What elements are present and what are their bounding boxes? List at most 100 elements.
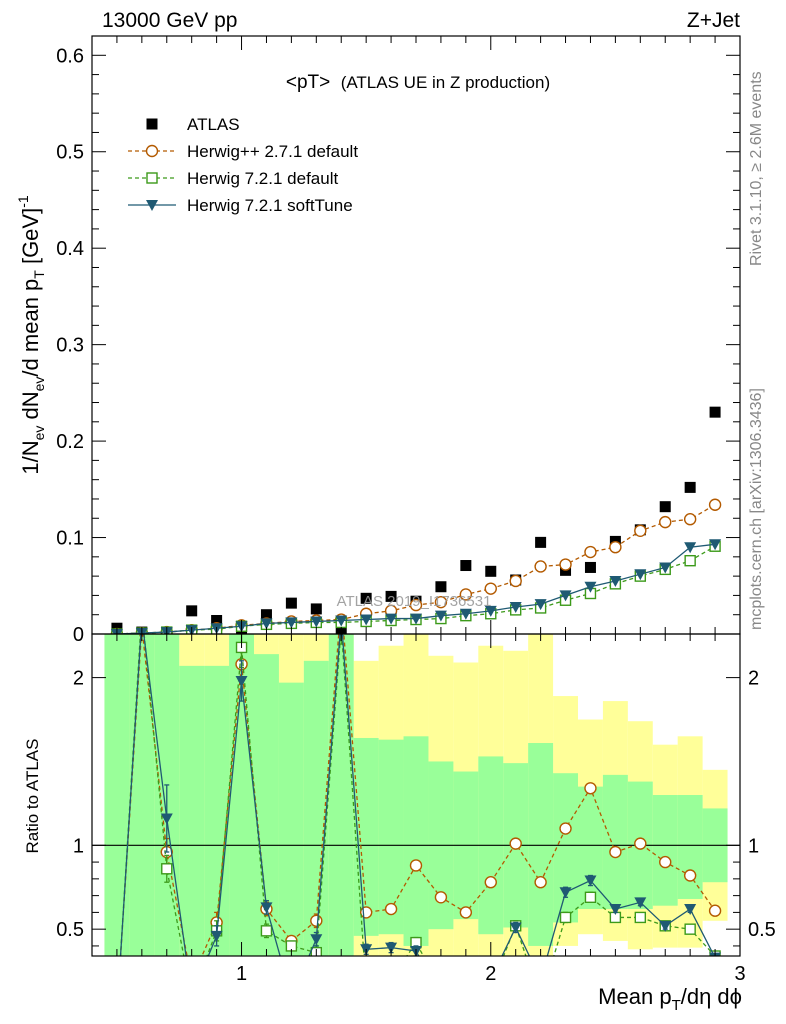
ratio-point — [683, 869, 697, 882]
ratio-point — [359, 906, 373, 919]
green-band-bin — [652, 795, 678, 906]
data-point — [609, 575, 622, 587]
ratio-point — [409, 859, 423, 872]
ratio-point — [708, 904, 722, 917]
green-band-bin — [303, 660, 329, 956]
ratio-point — [161, 863, 173, 875]
ratio-point — [459, 906, 473, 919]
ratio-point — [684, 923, 696, 935]
ratio-point — [260, 925, 273, 937]
main-y-axis-label: 1/Nev dNev/d mean pT [GeV]-1 — [15, 195, 47, 475]
x-tick-label: 2 — [485, 963, 496, 985]
data-point — [709, 539, 722, 551]
data-point — [260, 618, 273, 630]
data-point — [684, 542, 697, 554]
data-point — [559, 590, 572, 602]
ratio-point — [310, 934, 323, 946]
main-y-tick-label: 0.1 — [56, 528, 84, 550]
legend-item-herwig-7-2-1-softtune: Herwig 7.2.1 softTune — [128, 196, 353, 215]
data-point — [385, 590, 397, 602]
ratio-point — [310, 914, 323, 927]
rivet-version-label: Rivet 3.1.10, ≥ 2.6M events — [748, 71, 765, 266]
ratio-point — [684, 904, 697, 916]
data-point — [360, 614, 373, 626]
header-collision-label: 13000 GeV pp — [102, 9, 237, 32]
data-point — [584, 581, 597, 593]
ratio-point — [210, 930, 223, 942]
header-process-label: Z+Jet — [687, 9, 740, 32]
main-y-tick-label: 0.6 — [56, 45, 84, 67]
ratio-point — [460, 974, 472, 985]
data-point — [708, 498, 722, 511]
ratio-point — [435, 991, 447, 1002]
ratio-y-tick-label: 0.5 — [56, 919, 84, 941]
data-point — [211, 614, 223, 626]
ratio-point — [186, 974, 197, 985]
legend-label: Herwig 7.2.1 default — [187, 169, 338, 188]
axes-ticks: 0 0.1 0.2 0.3 0.4 0.5 0.6 0.5 0.5 1 1 2 2 1 2 3 — [56, 36, 776, 985]
legend-item-herwig-2-7-1-default: Herwig++ 2.7.1 default — [128, 142, 358, 161]
ratio-point — [160, 813, 173, 825]
ratio-point — [559, 822, 572, 835]
ratio-point — [584, 782, 597, 795]
plot-title-sub: (ATLAS UE in Z production) — [341, 73, 550, 92]
ratio-point — [509, 922, 522, 934]
green-band-bin — [104, 634, 130, 956]
data-point — [509, 601, 522, 613]
data-point — [559, 558, 572, 571]
data-point — [260, 609, 272, 621]
ratio-point — [434, 891, 448, 904]
data-point — [659, 501, 671, 513]
data-point — [434, 595, 448, 609]
ratio-point — [584, 875, 597, 887]
ratio-point — [584, 891, 597, 904]
data-point — [285, 617, 298, 629]
ratio-point — [187, 991, 197, 1001]
data-point — [460, 560, 472, 572]
data-point — [459, 608, 472, 620]
green-band-bin — [378, 739, 404, 935]
data-point — [684, 481, 696, 493]
main-y-tick-label: 0.4 — [56, 238, 84, 260]
plot-title: <pT> (ATLAS UE in Z production) — [286, 72, 550, 93]
legend-label: Herwig++ 2.7.1 default — [187, 142, 358, 161]
ratio-point — [559, 911, 572, 924]
ratio-y-tick-label-right: 2 — [748, 668, 759, 690]
main-y-tick-label: 0.2 — [56, 431, 84, 453]
green-band-bin — [204, 665, 230, 956]
ratio-point — [384, 902, 398, 916]
green-band-bin — [403, 736, 429, 946]
data-point — [435, 581, 447, 593]
analysis-watermark: ATLAS 2019_I1736531 — [337, 593, 492, 610]
ratio-point — [484, 876, 497, 889]
ratio-point — [136, 614, 148, 625]
data-point — [360, 592, 372, 604]
ratio-y-axis-label: Ratio to ATLAS — [23, 739, 42, 854]
data-point — [310, 603, 322, 615]
ratio-y-tick-label: 2 — [73, 668, 84, 690]
green-band-bin — [129, 634, 155, 956]
data-point — [683, 513, 697, 526]
main-y-tick-label: 0 — [73, 624, 84, 646]
ratio-point — [534, 876, 547, 889]
green-band-bin — [578, 786, 603, 910]
ratio-y-tick-label-right: 0.5 — [748, 919, 776, 941]
ratio-point — [461, 958, 471, 968]
green-band-bin — [179, 665, 205, 956]
main-y-tick-label: 0.3 — [56, 335, 84, 357]
legend-marker — [146, 118, 158, 130]
data-point — [410, 613, 422, 625]
data-point — [534, 560, 547, 573]
data-point — [186, 605, 198, 617]
plot-title-main: <pT> — [286, 72, 330, 93]
data-point — [485, 565, 497, 577]
legend-marker — [145, 144, 159, 158]
data-point — [709, 406, 721, 418]
ratio-point — [609, 845, 622, 859]
ratio-y-tick-label: 1 — [73, 835, 84, 857]
main-y-tick-label: 0.5 — [56, 142, 84, 164]
data-point — [584, 545, 597, 559]
mcplots-label: mcplots.cern.ch [arXiv:1306.3436] — [748, 388, 765, 630]
ratio-point — [634, 911, 647, 924]
